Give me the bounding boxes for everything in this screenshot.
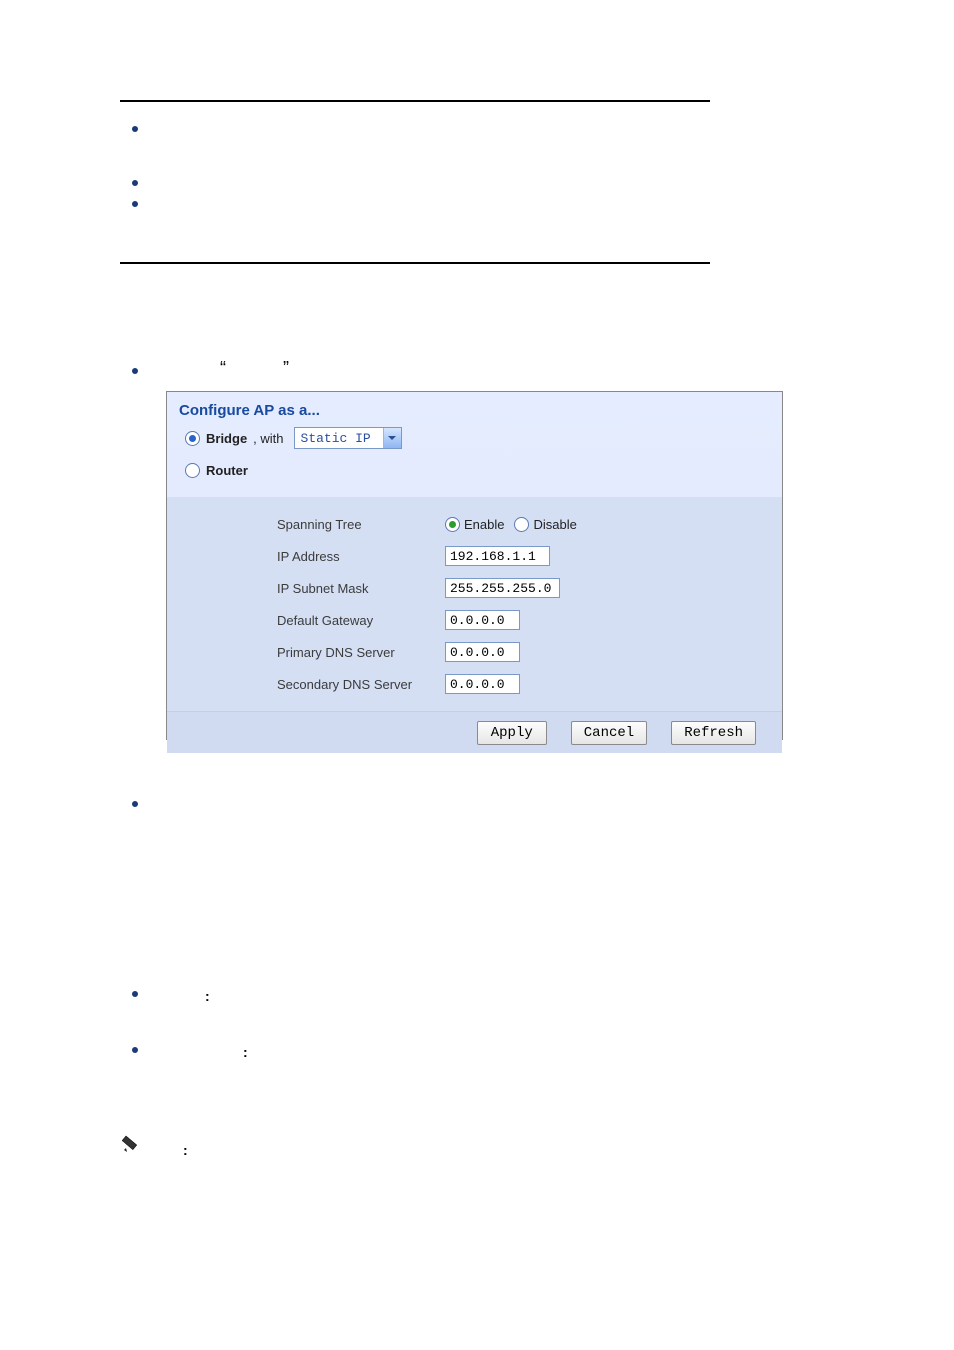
mode-bridge-row: Bridge , with Static IP (185, 425, 770, 451)
default-gateway-label: Default Gateway (277, 613, 437, 628)
list-bullet (132, 801, 138, 807)
bridge-radio-label: Bridge (206, 431, 247, 446)
secondary-dns-input[interactable] (445, 674, 520, 694)
ap-config-panel: Configure AP as a... Bridge , with Static… (166, 391, 783, 740)
list-bullet (132, 126, 138, 132)
panel-header: Configure AP as a... Bridge , with Static… (167, 392, 782, 489)
bridge-radio-suffix: , with (253, 431, 283, 446)
colon-text: : (243, 1044, 248, 1060)
subnet-mask-input[interactable] (445, 578, 560, 598)
list-bullet (132, 201, 138, 207)
list-bullet (132, 180, 138, 186)
ip-address-label: IP Address (277, 549, 437, 564)
cancel-button[interactable]: Cancel (571, 721, 647, 745)
spanning-tree-enable-radio[interactable] (445, 517, 460, 532)
chevron-down-icon (383, 428, 401, 448)
refresh-button[interactable]: Refresh (671, 721, 756, 745)
pencil-icon (122, 1132, 144, 1157)
router-radio[interactable] (185, 463, 200, 478)
panel-footer: Apply Cancel Refresh (167, 711, 782, 753)
secondary-dns-label: Secondary DNS Server (277, 677, 437, 692)
list-bullet (132, 368, 138, 374)
router-radio-label: Router (206, 463, 248, 478)
spanning-tree-enable-label: Enable (464, 517, 504, 532)
secondary-dns-row: Secondary DNS Server (167, 669, 782, 699)
ip-mode-dropdown[interactable]: Static IP (294, 427, 402, 449)
ip-mode-dropdown-value: Static IP (295, 431, 383, 446)
subnet-mask-label: IP Subnet Mask (277, 581, 437, 596)
close-quote: ” (283, 358, 289, 379)
bridge-radio[interactable] (185, 431, 200, 446)
page-divider-mid (120, 262, 710, 264)
spanning-tree-row: Spanning Tree Enable Disable (167, 509, 782, 539)
default-gateway-row: Default Gateway (167, 605, 782, 635)
default-gateway-input[interactable] (445, 610, 520, 630)
spanning-tree-disable-radio[interactable] (514, 517, 529, 532)
mode-router-row: Router (185, 457, 770, 483)
panel-title: Configure AP as a... (179, 402, 770, 419)
list-bullet (132, 1047, 138, 1053)
list-bullet (132, 991, 138, 997)
page-divider-top (120, 100, 710, 102)
primary-dns-row: Primary DNS Server (167, 637, 782, 667)
spanning-tree-label: Spanning Tree (277, 517, 437, 532)
apply-button[interactable]: Apply (477, 721, 547, 745)
primary-dns-input[interactable] (445, 642, 520, 662)
primary-dns-label: Primary DNS Server (277, 645, 437, 660)
colon-text: : (205, 988, 210, 1004)
spanning-tree-disable-label: Disable (533, 517, 576, 532)
ip-address-row: IP Address (167, 541, 782, 571)
open-quote: “ (220, 358, 226, 379)
ip-address-input[interactable] (445, 546, 550, 566)
subnet-mask-row: IP Subnet Mask (167, 573, 782, 603)
colon-text: : (183, 1142, 188, 1158)
panel-body: Spanning Tree Enable Disable IP Address … (167, 497, 782, 711)
